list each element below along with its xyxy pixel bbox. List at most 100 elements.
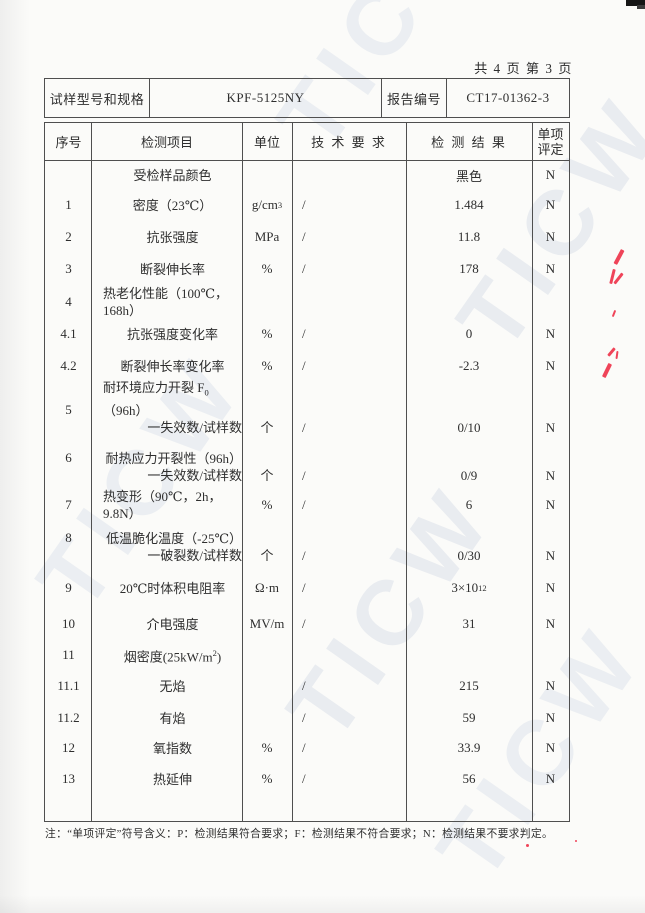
sample-model-value: KPF-5125NY xyxy=(149,79,381,117)
red-stamp-fragment xyxy=(611,309,617,318)
row-result: 6 xyxy=(465,497,473,512)
row-requirement: / xyxy=(302,497,306,512)
table-header-row: 序号 检测项目 单位 技 术 要 求 检 测 结 果 单项 评定 xyxy=(45,123,569,161)
row-unit xyxy=(242,703,292,733)
row-number: 4.2 xyxy=(60,358,77,373)
report-number-value: CT17-01362-3 xyxy=(446,79,569,117)
row-result: -2.3 xyxy=(458,358,480,373)
header-item: 检测项目 xyxy=(140,135,193,150)
table-row: 5 耐环境应力开裂 F0（96h） 一失效数/试样数 个 / 0/10 N xyxy=(45,380,569,441)
table-column-line xyxy=(406,123,407,821)
row-number: 10 xyxy=(62,616,75,631)
row-result: 215 xyxy=(459,678,479,693)
row-number: 4.1 xyxy=(60,326,77,341)
table-row: 11 烟密度(25kW/m2) xyxy=(45,641,569,669)
row-requirement: / xyxy=(302,771,306,786)
table-row: 11.2 有焰 / 59 N xyxy=(45,703,569,733)
row-number: 7 xyxy=(65,497,72,512)
row-unit: % xyxy=(261,771,273,786)
row-verdict: N xyxy=(545,167,556,182)
row-number xyxy=(45,161,92,189)
row-requirement xyxy=(292,641,406,669)
row-unit: MPa xyxy=(254,229,280,244)
row-unit xyxy=(242,641,292,669)
row-test-item: 热老化性能（100℃，168h） xyxy=(103,286,229,318)
row-requirement: / xyxy=(302,678,306,693)
row-test-item: 氧指数 xyxy=(152,740,192,756)
row-verdict: N xyxy=(545,197,556,212)
row-verdict: N xyxy=(545,497,556,512)
page-number: 共 4 页 第 3 页 xyxy=(474,61,573,76)
row-result: 33.9 xyxy=(457,740,481,755)
table-column-line xyxy=(292,123,293,821)
row-unit xyxy=(242,669,292,703)
row-result xyxy=(406,285,532,319)
row-result: 11.8 xyxy=(457,229,481,244)
table-row: 3 断裂伸长率 % / 178 N xyxy=(45,253,569,285)
row-test-item: 断裂伸长率 xyxy=(139,261,205,277)
row-requirement: / xyxy=(302,229,306,244)
row-requirement: / xyxy=(302,580,306,595)
row-unit: Ω·m xyxy=(254,580,280,595)
row-test-item: 热变形（90℃，2h，9.8N） xyxy=(103,489,222,521)
row-test-item: 受检样品颜色 xyxy=(133,167,212,183)
row-unit: 个 xyxy=(260,548,274,563)
row-requirement: / xyxy=(302,548,306,563)
red-speck xyxy=(575,840,577,842)
row-number: 9 xyxy=(65,580,72,595)
row-number: 1 xyxy=(65,197,72,212)
row-verdict xyxy=(532,285,569,319)
row-unit: 个 xyxy=(260,468,274,483)
red-stamp-fragment xyxy=(607,347,616,357)
row-test-item: 有焰 xyxy=(159,710,186,726)
row-verdict: N xyxy=(545,616,556,631)
table-row: 4 热老化性能（100℃，168h） xyxy=(45,285,569,319)
row-result: 0 xyxy=(465,326,473,341)
row-verdict: N xyxy=(545,261,556,276)
test-results-table: 序号 检测项目 单位 技 术 要 求 检 测 结 果 单项 评定 受检样品颜色 … xyxy=(44,122,570,822)
row-result: 0/30 xyxy=(457,548,481,563)
row-number: 13 xyxy=(62,771,75,786)
row-unit: % xyxy=(261,261,273,276)
red-stamp-fragment xyxy=(601,362,613,379)
row-test-item: 抗张强度变化率 xyxy=(126,326,218,342)
row-verdict: N xyxy=(545,710,556,725)
scan-edge-shading-bottom xyxy=(0,895,645,913)
row-result: 0/9 xyxy=(460,468,478,483)
sample-info-table: 试样型号和规格 KPF-5125NY 报告编号 CT17-01362-3 xyxy=(44,78,570,118)
row-test-item: 烟密度(25kW/m2) xyxy=(123,647,222,665)
table-row: 11.1 无焰 / 215 N xyxy=(45,669,569,703)
row-test-item: 20℃时体积电阻率 xyxy=(119,580,226,596)
row-test-item: 耐环境应力开裂 F0（96h） 一失效数/试样数 xyxy=(103,380,242,435)
red-speck xyxy=(526,844,529,847)
row-verdict: N xyxy=(545,358,556,373)
row-verdict: N xyxy=(545,326,556,341)
row-verdict xyxy=(532,641,569,669)
row-unit: 个 xyxy=(260,420,274,435)
row-result: 黑色 xyxy=(455,168,482,184)
header-unit: 单位 xyxy=(253,135,280,150)
row-requirement: / xyxy=(302,616,306,631)
row-requirement xyxy=(292,161,406,189)
row-unit: g/cm 3 xyxy=(251,197,283,212)
row-unit: MV/m xyxy=(249,616,285,631)
header-verdict-line2: 评定 xyxy=(537,141,564,157)
row-requirement: / xyxy=(302,358,306,373)
row-verdict: N xyxy=(545,468,556,483)
row-number: 8 xyxy=(65,530,72,545)
scan-corner-artifact xyxy=(626,0,645,6)
row-requirement: / xyxy=(302,197,306,212)
table-row: 12 氧指数 % / 33.9 N xyxy=(45,733,569,763)
row-result: 1.484 xyxy=(454,197,484,212)
row-number: 5 xyxy=(65,402,72,417)
row-unit: % xyxy=(261,358,273,373)
row-result: 31 xyxy=(462,616,476,631)
row-verdict: N xyxy=(545,229,556,244)
row-verdict: N xyxy=(545,771,556,786)
row-result: 0/10 xyxy=(457,420,481,435)
table-row: 1 密度（23℃） g/cm 3 / 1.484 N xyxy=(45,189,569,221)
row-number: 6 xyxy=(65,450,72,465)
row-result: 56 xyxy=(462,771,476,786)
row-requirement: / xyxy=(302,326,306,341)
row-unit xyxy=(242,285,292,319)
